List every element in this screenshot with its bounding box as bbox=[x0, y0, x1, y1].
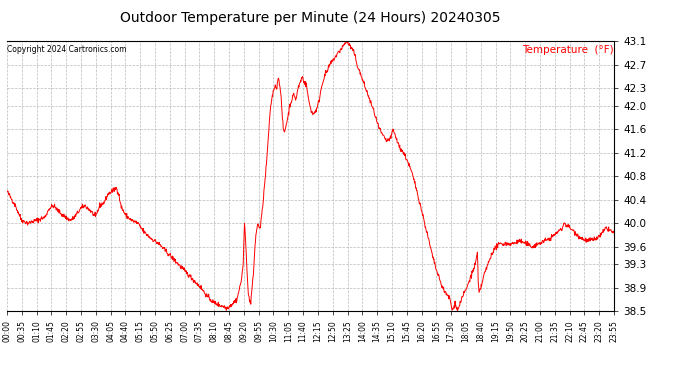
Text: Outdoor Temperature per Minute (24 Hours) 20240305: Outdoor Temperature per Minute (24 Hours… bbox=[120, 11, 501, 25]
Text: Temperature  (°F): Temperature (°F) bbox=[522, 45, 614, 55]
Text: Copyright 2024 Cartronics.com: Copyright 2024 Cartronics.com bbox=[7, 45, 126, 54]
